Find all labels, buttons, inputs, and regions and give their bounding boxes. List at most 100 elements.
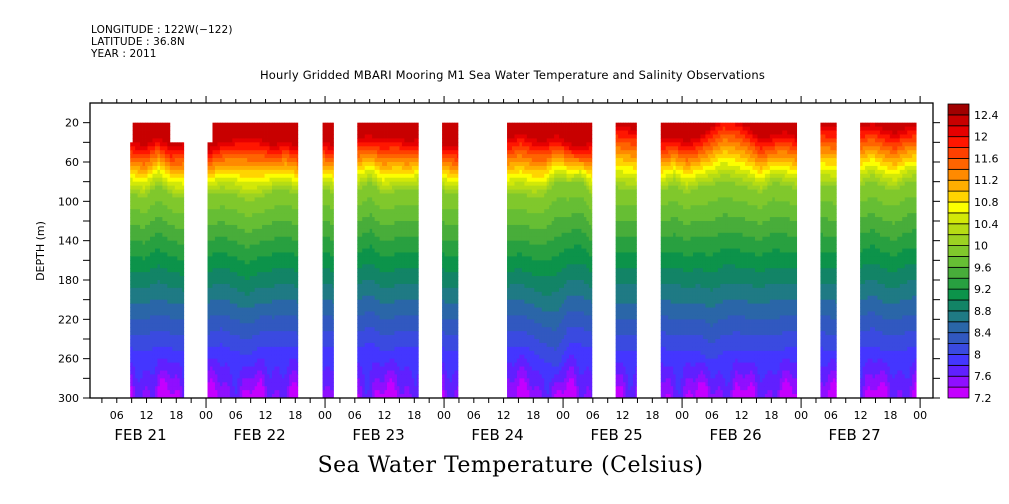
- heat-cell: [325, 342, 328, 348]
- heat-cell: [274, 327, 278, 332]
- heat-cell: [252, 272, 256, 277]
- heat-cell: [372, 256, 376, 261]
- heat-cell: [294, 331, 298, 336]
- heat-cell: [372, 370, 376, 375]
- heat-cell: [169, 165, 173, 171]
- heat-cell: [279, 173, 283, 179]
- heat-cell: [239, 236, 243, 242]
- heat-cell: [229, 382, 233, 387]
- heat-cell: [174, 162, 178, 167]
- heat-cell: [242, 228, 246, 234]
- heat-cell: [232, 276, 236, 281]
- heat-cell: [281, 126, 285, 131]
- heat-cell: [210, 236, 213, 242]
- heat-cell: [222, 299, 226, 304]
- heat-cell: [140, 240, 143, 245]
- heat-cell: [179, 394, 183, 399]
- heat-cell: [252, 386, 256, 391]
- heat-cell: [239, 335, 243, 340]
- heat-cell: [145, 142, 148, 147]
- heat-cell: [182, 342, 185, 348]
- heat-cell: [157, 346, 161, 352]
- heat-cell: [249, 260, 253, 265]
- heat-cell: [291, 217, 295, 222]
- heat-cell: [257, 224, 260, 230]
- heat-cell: [177, 248, 181, 253]
- heat-cell: [172, 244, 176, 249]
- heat-cell: [322, 335, 326, 340]
- heat-cell: [259, 307, 263, 312]
- heat-cell: [219, 134, 223, 139]
- heat-cell: [274, 248, 278, 253]
- heat-cell: [332, 232, 334, 238]
- heat-cell: [157, 307, 161, 312]
- heat-cell: [232, 335, 236, 340]
- heat-cell: [150, 394, 153, 399]
- heat-cell: [135, 256, 139, 261]
- heat-cell: [237, 295, 241, 301]
- heat-cell: [217, 268, 221, 273]
- heat-cell: [374, 138, 378, 143]
- heat-cell: [322, 252, 326, 257]
- heat-cell: [222, 209, 226, 214]
- heat-cell: [322, 126, 326, 131]
- heat-cell: [271, 327, 275, 332]
- heat-cell: [145, 150, 148, 155]
- heat-cell: [239, 221, 243, 226]
- heat-cell: [374, 346, 378, 352]
- heat-cell: [130, 354, 134, 360]
- heat-cell: [374, 350, 378, 356]
- heat-cell: [322, 154, 326, 159]
- heat-cell: [249, 295, 253, 301]
- heat-cell: [247, 323, 251, 328]
- heat-cell: [179, 272, 183, 277]
- heat-cell: [169, 307, 173, 312]
- heat-cell: [374, 260, 378, 265]
- heat-cell: [177, 299, 181, 304]
- heat-cell: [322, 146, 326, 151]
- heat-cell: [154, 185, 158, 190]
- heat-cell: [332, 150, 334, 155]
- heat-cell: [224, 303, 228, 308]
- heat-cell: [286, 224, 290, 230]
- heat-cell: [271, 366, 275, 371]
- heat-cell: [227, 272, 231, 277]
- heat-cell: [137, 283, 141, 289]
- heat-cell: [177, 287, 181, 293]
- heat-cell: [367, 217, 371, 222]
- heat-cell: [322, 165, 326, 171]
- heat-cell: [274, 303, 278, 308]
- heat-cell: [281, 370, 285, 375]
- heat-cell: [137, 130, 141, 135]
- heat-cell: [234, 256, 238, 261]
- heat-cell: [234, 162, 238, 167]
- heat-cell: [332, 264, 334, 269]
- heat-cell: [289, 244, 293, 249]
- heat-cell: [269, 236, 273, 242]
- heat-cell: [182, 201, 185, 206]
- heat-cell: [182, 276, 185, 281]
- heat-cell: [372, 130, 376, 135]
- heat-cell: [167, 342, 171, 348]
- heat-cell: [145, 374, 148, 379]
- heat-cell: [224, 248, 228, 253]
- heat-cell: [140, 394, 143, 399]
- heat-cell: [182, 358, 185, 363]
- heat-cell: [182, 173, 185, 179]
- heat-cell: [159, 150, 163, 155]
- heat-cell: [254, 342, 258, 348]
- heat-cell: [257, 236, 260, 242]
- heat-cell: [140, 126, 143, 131]
- heat-cell: [132, 221, 136, 226]
- heat-cell: [177, 221, 181, 226]
- heat-cell: [374, 323, 378, 328]
- heat-cell: [291, 154, 295, 159]
- heat-cell: [247, 244, 251, 249]
- heat-cell: [262, 260, 265, 265]
- heat-cell: [364, 150, 368, 155]
- heat-cell: [162, 335, 166, 340]
- heat-cell: [325, 154, 328, 159]
- heat-cell: [145, 331, 148, 336]
- heat-cell: [130, 335, 134, 340]
- heat-cell: [214, 201, 218, 206]
